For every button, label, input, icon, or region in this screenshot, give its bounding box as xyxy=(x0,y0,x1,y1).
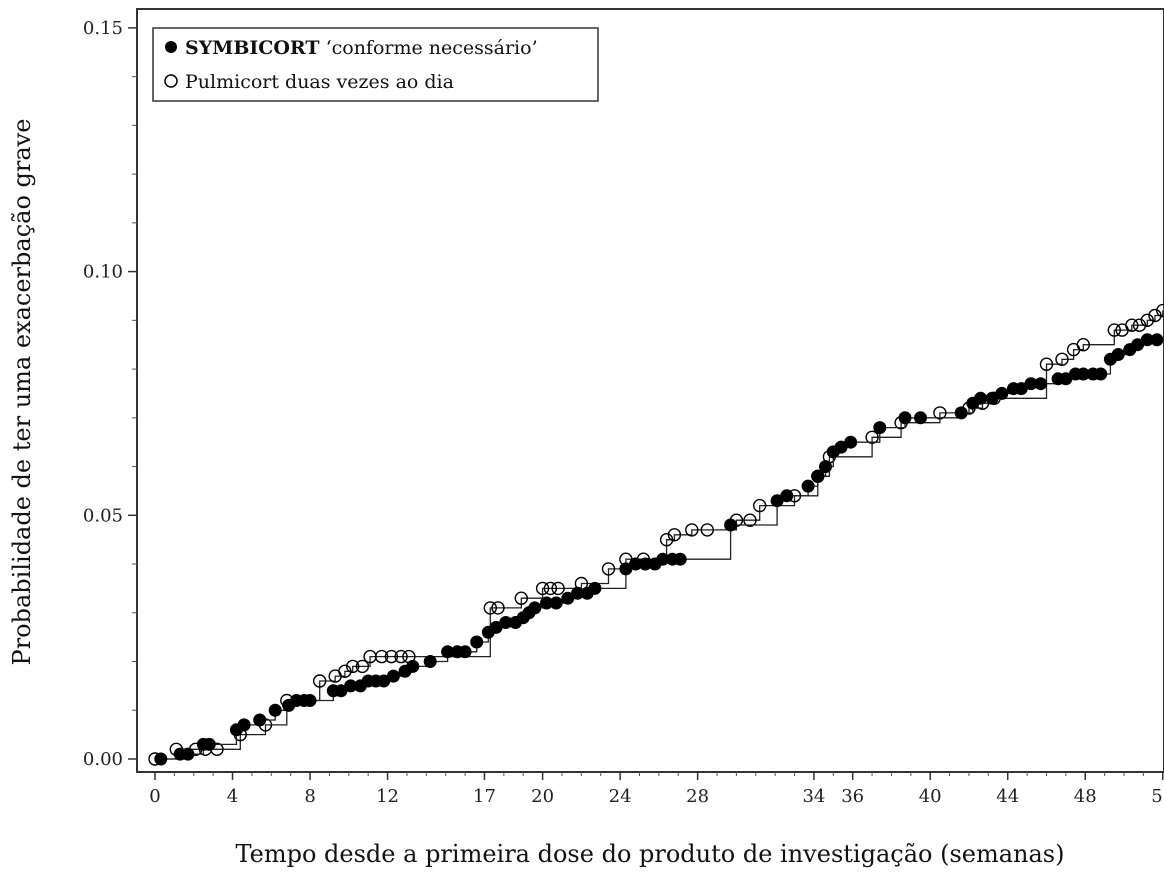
legend-open-marker xyxy=(164,74,178,88)
point-symbicort xyxy=(386,669,400,683)
point-symbicort xyxy=(303,694,317,707)
point-symbicort xyxy=(406,659,420,673)
point-pulmicort xyxy=(394,649,408,664)
legend-entry-symbicort-text: ‘conforme necessário’ xyxy=(320,37,538,59)
point-symbicort xyxy=(588,581,602,595)
x-axis-title: Tempo desde a primeira dose do produto d… xyxy=(236,840,1065,868)
point-pulmicort xyxy=(667,528,682,542)
legend-filled-marker xyxy=(165,41,177,53)
x-tick-label: 20 xyxy=(531,786,554,807)
point-pulmicort xyxy=(313,674,327,688)
x-tick-label: 4 xyxy=(227,786,238,807)
series-layer xyxy=(148,303,1164,766)
point-symbicort xyxy=(780,489,794,503)
legend: SYMBICORT ‘conforme necessário’ Pulmicor… xyxy=(152,27,599,102)
legend-box xyxy=(152,27,599,102)
point-symbicort xyxy=(1111,348,1125,361)
point-pulmicort xyxy=(535,581,550,596)
y-tick-label: 0.00 xyxy=(83,749,123,770)
x-tick-label: 8 xyxy=(304,786,315,807)
x-tick-label: 0 xyxy=(149,786,160,807)
point-pulmicort xyxy=(659,533,674,547)
point-symbicort xyxy=(1094,367,1108,381)
point-pulmicort xyxy=(1039,357,1054,371)
point-symbicort xyxy=(844,435,858,449)
legend-entry-symbicort-bold: SYMBICORT xyxy=(185,37,320,59)
series-line-pulmicort xyxy=(155,310,1164,760)
point-symbicort xyxy=(673,552,687,566)
point-pulmicort xyxy=(514,591,528,605)
point-pulmicort xyxy=(1125,318,1139,332)
point-symbicort xyxy=(995,386,1009,400)
point-pulmicort xyxy=(933,406,947,420)
point-pulmicort xyxy=(1156,303,1164,318)
legend-entry-symbicort: SYMBICORT ‘conforme necessário’ xyxy=(185,37,538,59)
point-pulmicort xyxy=(384,649,399,664)
point-symbicort xyxy=(458,645,472,659)
point-pulmicort xyxy=(491,601,505,615)
point-symbicort xyxy=(1150,333,1164,347)
point-symbicort xyxy=(253,713,267,727)
point-symbicort xyxy=(1034,377,1048,391)
point-symbicort xyxy=(549,596,563,610)
point-pulmicort xyxy=(355,659,370,674)
point-pulmicort xyxy=(1055,352,1069,366)
y-axis-title: Probabilidade de ter uma exacerbação gra… xyxy=(8,119,36,666)
x-tick-label: 36 xyxy=(841,786,864,807)
point-symbicort xyxy=(470,635,484,649)
x-tick-label: 48 xyxy=(1074,786,1097,807)
point-pulmicort xyxy=(865,430,879,444)
point-pulmicort xyxy=(743,513,757,527)
point-symbicort xyxy=(181,747,195,761)
point-symbicort xyxy=(724,518,738,532)
point-symbicort xyxy=(801,479,815,493)
point-symbicort xyxy=(423,655,437,668)
x-tick-label: 12 xyxy=(376,786,399,807)
x-tick-label: 28 xyxy=(686,786,709,807)
point-symbicort xyxy=(974,391,988,405)
point-symbicort xyxy=(898,411,912,425)
y-axis: 0.00 0.05 0.10 0.15 xyxy=(83,18,137,770)
point-symbicort xyxy=(154,752,168,766)
x-axis: 0481217202428343640444852 xyxy=(149,772,1164,807)
x-tick-label: 44 xyxy=(996,786,1019,807)
x-tick-label: 40 xyxy=(919,786,942,807)
point-pulmicort xyxy=(338,664,352,678)
point-symbicort xyxy=(954,406,968,420)
legend-entry-pulmicort: Pulmicort duas vezes ao dia xyxy=(185,71,454,93)
x-tick-label: 52 xyxy=(1151,786,1164,807)
point-pulmicort xyxy=(1132,318,1147,332)
point-pulmicort xyxy=(685,523,699,537)
point-pulmicort xyxy=(1107,323,1122,337)
y-tick-label: 0.10 xyxy=(83,262,123,283)
x-tick-label: 17 xyxy=(473,786,496,807)
point-pulmicort xyxy=(700,523,714,537)
point-pulmicort xyxy=(543,581,558,596)
point-symbicort xyxy=(811,469,825,483)
point-pulmicort xyxy=(753,498,767,513)
point-symbicort xyxy=(268,703,282,717)
point-symbicort xyxy=(528,601,542,615)
x-tick-label: 34 xyxy=(802,786,825,807)
point-pulmicort xyxy=(375,649,389,664)
point-pulmicort xyxy=(1076,338,1091,352)
point-symbicort xyxy=(237,718,251,732)
point-pulmicort xyxy=(601,562,616,576)
y-tick-label: 0.15 xyxy=(83,18,123,39)
point-pulmicort xyxy=(1140,313,1155,327)
point-symbicort xyxy=(202,737,216,751)
point-symbicort xyxy=(819,460,832,474)
x-tick-label: 24 xyxy=(609,786,632,807)
y-tick-label: 0.05 xyxy=(83,505,123,526)
plot-frame xyxy=(136,8,1164,773)
point-pulmicort xyxy=(1148,308,1162,323)
point-symbicort xyxy=(873,421,887,435)
point-pulmicort xyxy=(483,601,497,615)
point-pulmicort xyxy=(551,581,565,596)
point-symbicort xyxy=(914,411,927,425)
point-pulmicort xyxy=(346,659,360,674)
